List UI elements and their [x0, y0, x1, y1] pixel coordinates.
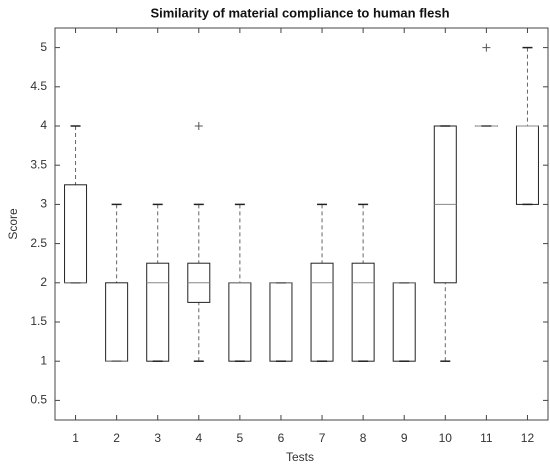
- x-tick-label: 3: [154, 431, 161, 445]
- y-tick-label: 1.5: [30, 314, 47, 328]
- y-tick-label: 2.5: [30, 236, 47, 250]
- x-tick-label: 11: [480, 431, 493, 445]
- x-tick-label: 9: [401, 431, 408, 445]
- y-tick-label: 3: [40, 197, 47, 211]
- x-tick-label: 5: [237, 431, 244, 445]
- box: [64, 184, 88, 284]
- outlier: [482, 43, 491, 52]
- y-tick-label: 1: [40, 353, 47, 367]
- y-tick-label: 4: [40, 118, 47, 132]
- box: [146, 262, 170, 362]
- outlier: [194, 122, 203, 130]
- y-tick-label: 2: [40, 275, 47, 289]
- box: [351, 262, 375, 362]
- x-tick-label: 1: [72, 431, 79, 445]
- chart-title: Similarity of material compliance to hum…: [150, 5, 449, 20]
- box: [105, 282, 129, 362]
- box: [228, 282, 252, 362]
- box: [269, 282, 293, 362]
- x-tick-label: 12: [521, 431, 535, 445]
- x-tick-label: 4: [195, 431, 202, 445]
- y-tick-label: 5: [40, 40, 47, 54]
- x-tick-label: 10: [439, 431, 453, 445]
- box: [515, 125, 539, 205]
- x-axis-label: Tests: [286, 450, 314, 464]
- y-tick-label: 0.5: [30, 393, 47, 407]
- x-tick-label: 6: [278, 431, 285, 445]
- y-tick-label: 3.5: [30, 157, 47, 171]
- plot-frame: [54, 27, 549, 421]
- y-tick-label: 4.5: [30, 79, 47, 93]
- x-tick-label: 2: [113, 431, 120, 445]
- x-tick-label: 8: [360, 431, 367, 445]
- box: [392, 282, 416, 362]
- box: [310, 262, 334, 362]
- y-axis-label: Score: [6, 208, 20, 240]
- x-tick-label: 7: [319, 431, 326, 445]
